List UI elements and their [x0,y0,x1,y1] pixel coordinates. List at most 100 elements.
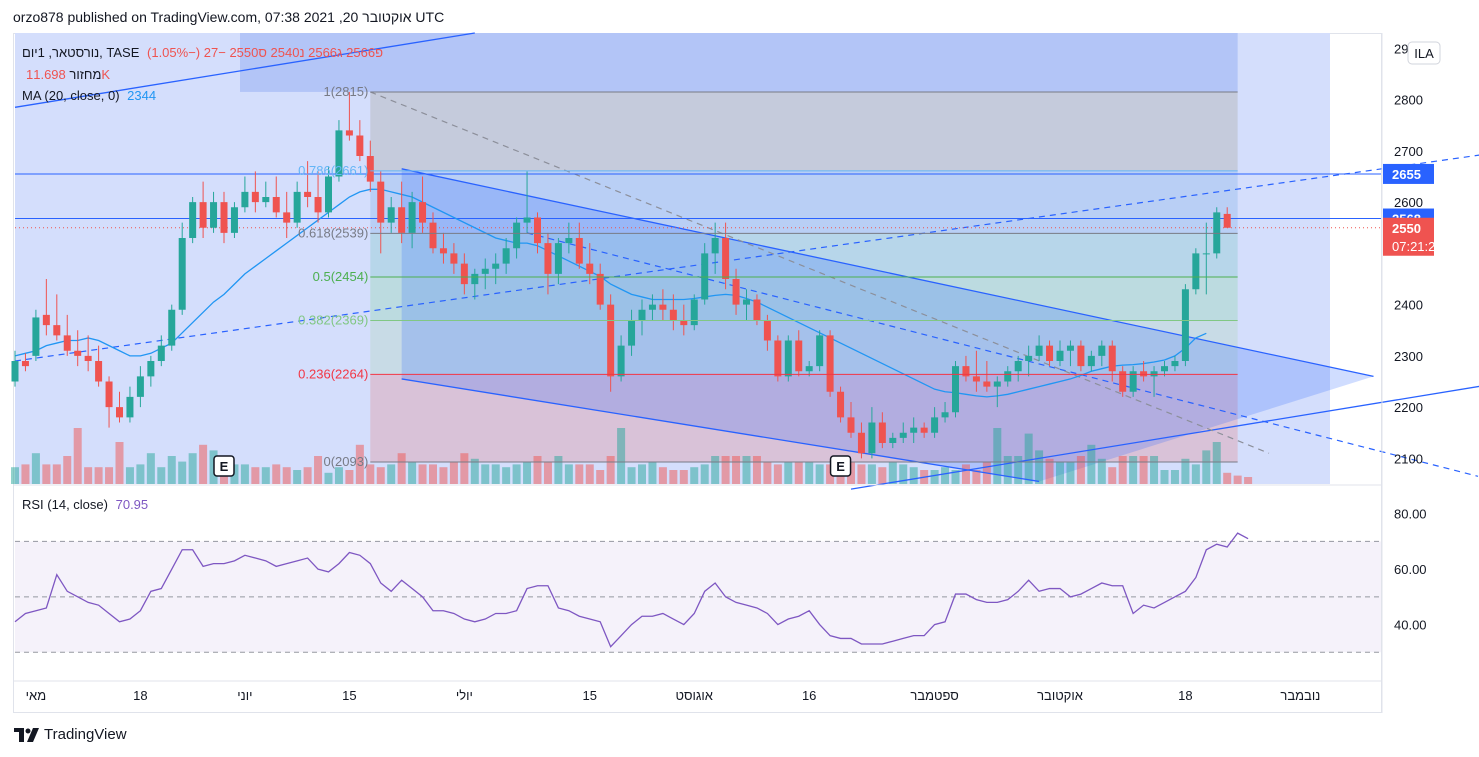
volume-bar [752,456,761,484]
candle-body [743,299,750,305]
candle-body [910,427,918,433]
candle-body [492,263,500,269]
volume-bar [105,467,114,484]
volume-bar [1150,456,1159,484]
volume-bar [125,467,134,484]
candle-body [1213,212,1221,254]
candle-body [513,222,521,249]
candle-body [732,279,740,305]
candle-body [795,340,803,372]
candle-body [857,432,865,454]
candle-body [460,263,468,285]
trend-channel-fill [401,168,1374,482]
fib-level-label: 0(2093) [323,454,368,469]
candle-body [1192,253,1200,290]
volume-bar [1108,467,1117,484]
volume-bar [941,467,950,484]
candle-body [972,376,980,382]
candle-body [439,248,447,254]
time-tick-label: אוגוסט [676,688,713,703]
price-tick-label: 2400 [1394,298,1423,313]
volume-bar [460,453,469,484]
candle-body [314,197,322,213]
volume-bar [1170,470,1179,484]
volume-bar [867,464,876,484]
volume-bar [1129,456,1138,484]
fib-zones [15,33,1374,484]
candle-body [53,325,61,336]
volume-bar [1160,470,1169,484]
volume-bar [429,464,437,484]
candle-body [1004,371,1012,382]
currency-badge [1407,41,1441,65]
candle-body [210,202,218,228]
candle-body [899,432,907,438]
candle-body [366,156,374,182]
volume-bar [115,442,124,484]
candle-body [105,381,113,408]
volume-bar [1014,456,1023,484]
candle-body [304,191,312,197]
rsi-legend[interactable]: RSI (14, close) 70.95 [22,497,148,512]
volume-bar [951,470,960,484]
volume-bar [1202,450,1211,484]
candle-body [42,314,50,326]
fib-level-label: 1(2815) [323,84,368,99]
tradingview-footer[interactable]: TradingView [14,726,127,743]
volume-bar [658,467,667,484]
tradingview-logo-icon [14,727,39,742]
volume-bar [700,464,709,484]
volume-bar [564,464,573,484]
time-tick-label: 18 [1178,688,1192,703]
candle-body [868,422,876,454]
volume-bar [993,428,1002,484]
rsi-tick-label: 80.00 [1394,507,1427,522]
candle-body [32,317,40,356]
volume-bar [376,467,385,484]
volume-bar [11,467,19,484]
candle-body [753,299,761,320]
time-tick-label: אוקטובר [1037,688,1083,703]
fib-level-label: 0.236(2264) [298,366,368,381]
time-tick-label: מאי [26,688,46,703]
candle-body [1046,345,1054,361]
price-label-box [1383,163,1434,184]
candle-body [74,350,82,356]
volume-bar [261,467,270,484]
price-axis: 29002800270026002400230022002100ILA26552… [1381,33,1443,713]
volume-bar [366,464,375,484]
volume-bar [721,456,730,484]
candle-body [690,299,698,326]
upper-zone [240,33,1238,92]
fib-level-labels: 1(2815) 0.786(2661) 0.618(2539) 0.5(2454) 0.… [298,84,1238,469]
volume-bar [648,461,657,484]
price-tick-label: 2800 [1394,93,1423,108]
candle-body [335,130,343,177]
rsi-line [14,532,1249,648]
volume-bar [408,461,417,484]
price-tick-label: 2300 [1394,349,1423,364]
candle-body [962,366,970,377]
candle-body [502,248,510,264]
candle-body [377,181,385,223]
candle-body [983,381,991,387]
fib-zone [370,276,1238,321]
candle-body [993,381,1001,387]
candle-body [126,396,134,418]
candle-body [878,422,886,443]
rsi-tick-label: 40.00 [1394,618,1427,633]
candle-body [565,238,573,244]
volume-bar [481,464,490,484]
volume-bar [1056,461,1064,484]
earnings-marker-box [829,455,852,477]
volume-bar [502,467,511,484]
volume-bar [73,428,82,484]
time-tick-label: 16 [802,688,816,703]
volume-bar [449,461,458,484]
ma-legend[interactable]: MA (20, close, 0) 2344 [22,88,156,103]
volume-bar [554,456,563,484]
volume-bar [199,444,208,484]
candle-body [1108,345,1116,372]
price-tick-label: 2100 [1394,451,1423,466]
